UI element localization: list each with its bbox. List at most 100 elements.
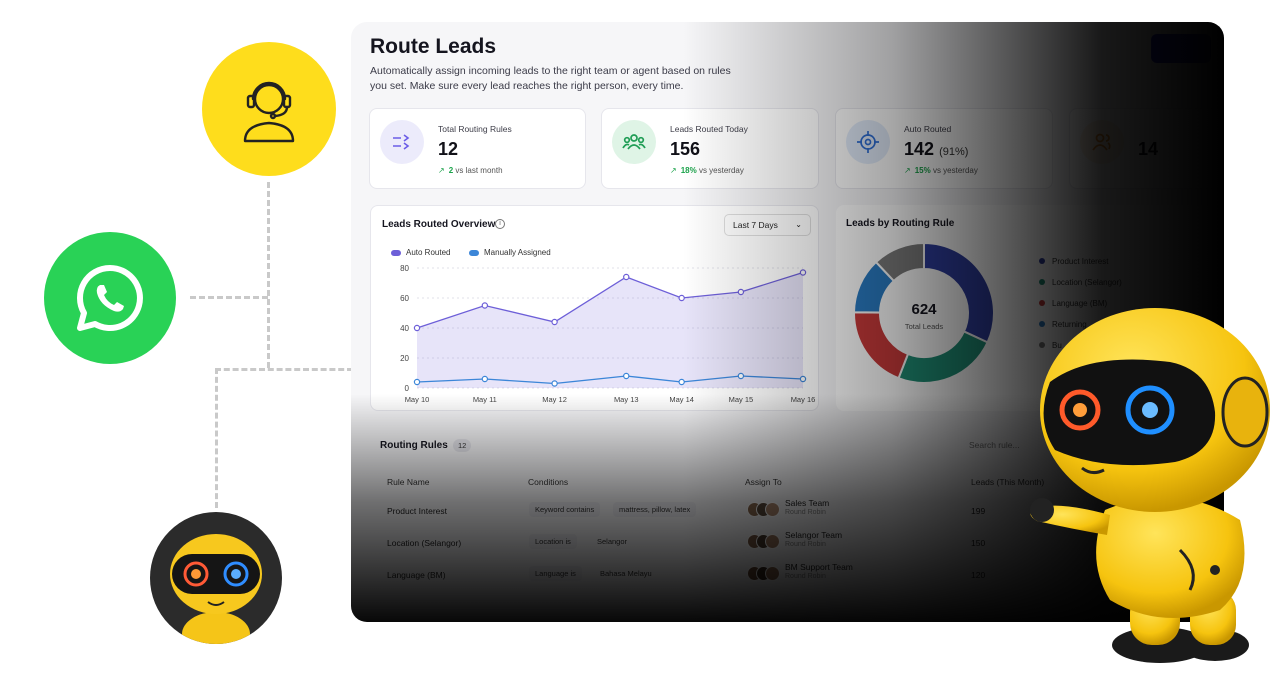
team-avatars xyxy=(747,502,781,518)
donut-legend-item: Product Interest xyxy=(1039,257,1122,278)
stat-label: Leads Routed Today xyxy=(670,124,748,134)
legend-auto-routed: Auto Routed xyxy=(391,248,450,257)
x-tick-label: May 10 xyxy=(405,395,430,404)
column-header-rule-name: Rule Name xyxy=(387,477,430,487)
assign-mode: Round Robin xyxy=(785,573,826,580)
support-agent-icon xyxy=(202,42,336,176)
x-tick-label: May 16 xyxy=(791,395,816,404)
routing-rules-count: 12 xyxy=(453,439,472,452)
x-tick-label: May 12 xyxy=(542,395,567,404)
leads-count: 150 xyxy=(971,538,986,548)
leads-count: 120 xyxy=(971,570,986,580)
manually-assigned-point xyxy=(799,375,807,383)
chart-title: Leads Routed Overview xyxy=(382,219,496,230)
column-header-assign-to: Assign To xyxy=(745,477,782,487)
stat-delta: ↗ 18% vs yesterday xyxy=(670,166,744,175)
condition-key: Language is xyxy=(529,566,582,581)
page-title: Route Leads xyxy=(370,35,497,58)
stat-delta: ↗ 2 vs last month xyxy=(438,166,503,175)
condition-value: Selangor xyxy=(597,537,628,546)
date-range-value: Last 7 Days xyxy=(733,220,778,230)
y-tick-label: 80 xyxy=(400,264,409,273)
condition-key: Location is xyxy=(529,534,577,549)
user-icon xyxy=(1080,120,1124,164)
routing-rules-icon xyxy=(380,120,424,164)
add-rule-button[interactable] xyxy=(1151,34,1211,63)
team-avatars xyxy=(747,534,781,550)
stat-label: Auto Routed xyxy=(904,124,952,134)
condition-key: Keyword contains xyxy=(529,502,601,517)
leads-routed-overview-card: Leads Routed Overview i Last 7 Days ⌄ Au… xyxy=(370,205,819,411)
chevron-down-icon: ⌄ xyxy=(795,220,802,229)
manually-assigned-point xyxy=(623,372,630,380)
auto-routed-point xyxy=(413,324,421,332)
condition-value: mattress, pillow, latex xyxy=(613,502,697,517)
x-tick-label: May 11 xyxy=(473,395,497,404)
y-tick-label: 20 xyxy=(400,354,409,363)
team-name: BM Support Team xyxy=(785,562,853,572)
auto-routed-point xyxy=(623,273,630,281)
x-tick-label: May 15 xyxy=(729,395,754,404)
donut-total: 624 xyxy=(911,301,937,318)
legend-swatch xyxy=(391,249,401,256)
y-tick-label: 0 xyxy=(405,384,410,393)
info-icon[interactable]: i xyxy=(495,219,505,229)
donut-slice xyxy=(897,330,989,383)
auto-routed-point xyxy=(799,269,807,276)
line-chart: 0 20 40 60 80 May 10 May 11 May 12 May 13 May 14 M… xyxy=(400,264,816,404)
stat-card-manual: 14 xyxy=(1069,108,1224,189)
whatsapp-icon xyxy=(44,232,176,364)
connector-line xyxy=(267,182,270,368)
manually-assigned-point xyxy=(413,378,421,386)
auto-routed-point xyxy=(551,318,558,326)
connector-line xyxy=(215,368,353,371)
team-name: Selangor Team xyxy=(785,530,843,540)
stat-value: 142 (91%) xyxy=(904,139,969,159)
assign-mode: Round Robin xyxy=(785,541,826,548)
auto-routed-point xyxy=(481,302,489,309)
manually-assigned-point xyxy=(678,378,685,386)
stat-value: 156 xyxy=(670,139,701,159)
manually-assigned-point xyxy=(481,375,489,383)
stat-value: 12 xyxy=(438,139,459,159)
team-avatars xyxy=(747,566,781,582)
connector-line xyxy=(190,296,268,299)
target-icon xyxy=(846,120,890,164)
column-header-conditions: Conditions xyxy=(528,477,569,487)
manually-assigned-point xyxy=(737,372,745,380)
team-name: Sales Team xyxy=(785,498,830,508)
legend-manually-assigned: Manually Assigned xyxy=(469,248,551,257)
donut-legend-item: Location (Selangor) xyxy=(1039,278,1122,299)
robot-avatar xyxy=(150,512,282,644)
auto-routed-point xyxy=(678,294,685,302)
stat-card-total-rules: Total Routing Rules 12 ↗ 2 vs last month xyxy=(369,108,586,189)
stat-value: 14 xyxy=(1138,139,1159,159)
condition-value: Bahasa Melayu xyxy=(600,569,652,578)
page-subtitle: Automatically assign incoming leads to t… xyxy=(370,65,731,92)
connector-line xyxy=(215,368,218,508)
y-tick-label: 60 xyxy=(400,294,409,303)
y-tick-label: 40 xyxy=(400,324,409,333)
legend-swatch xyxy=(469,249,479,256)
users-group-icon xyxy=(612,120,656,164)
stat-delta: ↗ 15% vs yesterday xyxy=(904,166,978,175)
auto-routed-point xyxy=(737,288,745,296)
rule-name: Language (BM) xyxy=(387,570,446,580)
stat-label: Total Routing Rules xyxy=(438,124,512,134)
routing-rules-title: Routing Rules xyxy=(380,440,448,451)
x-tick-label: May 13 xyxy=(614,395,639,404)
donut-total-label: Total Leads xyxy=(904,322,944,331)
stat-card-leads-today: Leads Routed Today 156 ↗ 18% vs yesterday xyxy=(601,108,819,189)
auto-routed-area xyxy=(417,272,803,388)
manually-assigned-point xyxy=(551,380,558,387)
donut-title: Leads by Routing Rule xyxy=(846,218,955,229)
robot-mascot xyxy=(1030,308,1270,663)
date-range-dropdown[interactable]: Last 7 Days ⌄ xyxy=(724,214,811,236)
leads-count: 199 xyxy=(971,506,986,516)
stat-card-auto-routed: Auto Routed 142 (91%) ↗ 15% vs yesterday xyxy=(835,108,1053,189)
rule-name: Location (Selangor) xyxy=(387,538,462,548)
assign-mode: Round Robin xyxy=(785,509,826,516)
rule-name: Product Interest xyxy=(387,506,448,516)
x-tick-label: May 14 xyxy=(669,395,694,404)
